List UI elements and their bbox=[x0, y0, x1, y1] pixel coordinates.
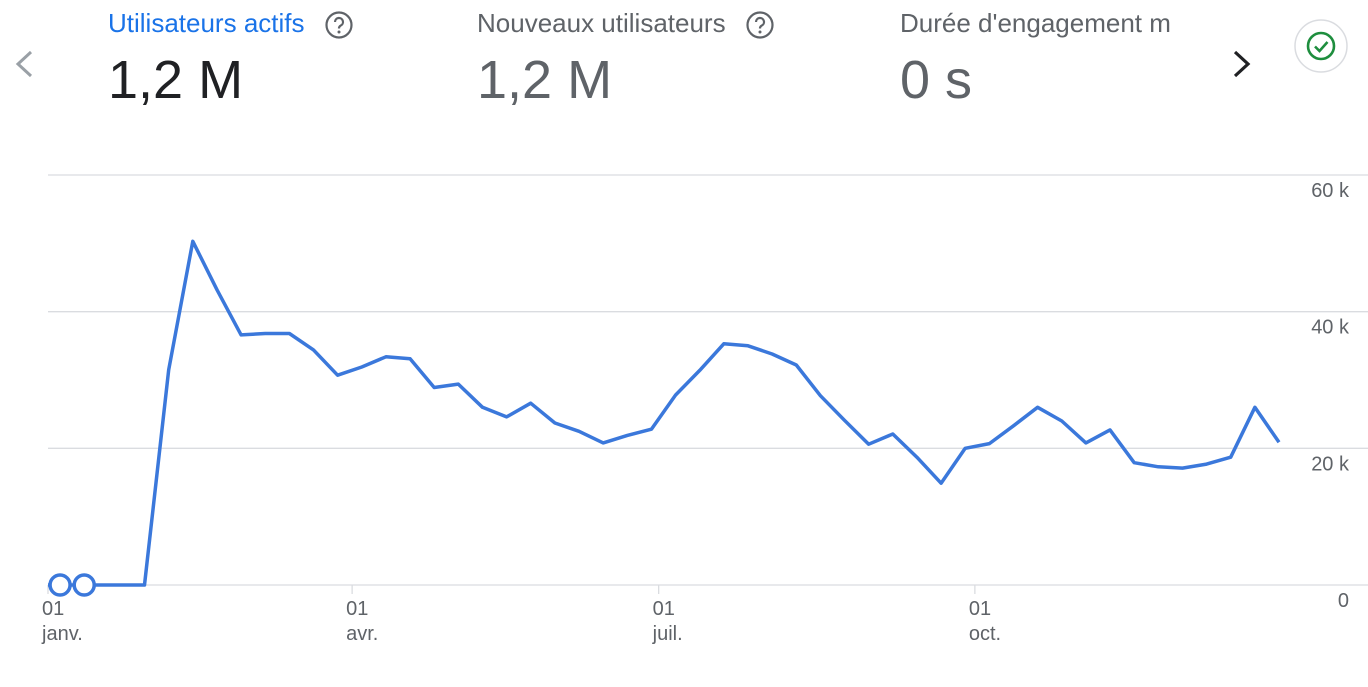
metric-tab-engagement-duration[interactable]: Durée d'engagement m 0 s bbox=[900, 0, 1205, 110]
metric-value: 0 s bbox=[900, 50, 973, 110]
x-tick-day: 01 bbox=[653, 598, 675, 620]
help-circle-icon[interactable] bbox=[324, 10, 354, 40]
data-point-marker bbox=[48, 573, 72, 597]
x-tick-month: juil. bbox=[652, 623, 683, 645]
x-tick-month: janv. bbox=[41, 623, 83, 645]
next-arrow-icon[interactable] bbox=[1226, 44, 1256, 84]
series-line bbox=[48, 239, 1281, 587]
x-tick-day: 01 bbox=[969, 598, 991, 620]
help-circle-icon[interactable] bbox=[745, 10, 775, 40]
y-tick-label: 0 bbox=[1338, 590, 1349, 612]
metric-value: 1,2 M bbox=[108, 50, 244, 110]
x-tick-month: avr. bbox=[346, 623, 378, 645]
y-tick-label: 60 k bbox=[1311, 180, 1350, 202]
metric-value: 1,2 M bbox=[477, 50, 613, 110]
y-tick-label: 40 k bbox=[1311, 317, 1350, 339]
check-circle-icon[interactable] bbox=[1293, 18, 1349, 74]
x-tick-day: 01 bbox=[42, 598, 64, 620]
x-tick-day: 01 bbox=[346, 598, 368, 620]
line-chart: 01 janv. 01 avr. 01 juil. 01 oct. 60 k 40 k 20 k 0 bbox=[41, 174, 1368, 645]
previous-arrow-icon[interactable] bbox=[10, 44, 40, 84]
y-tick-label: 20 k bbox=[1311, 453, 1350, 475]
data-point-marker bbox=[72, 573, 96, 597]
metric-label: Durée d'engagement m bbox=[900, 8, 1171, 38]
metric-label: Nouveaux utilisateurs bbox=[477, 8, 775, 40]
metric-label: Utilisateurs actifs bbox=[108, 8, 354, 40]
x-tick-month: oct. bbox=[969, 623, 1001, 645]
